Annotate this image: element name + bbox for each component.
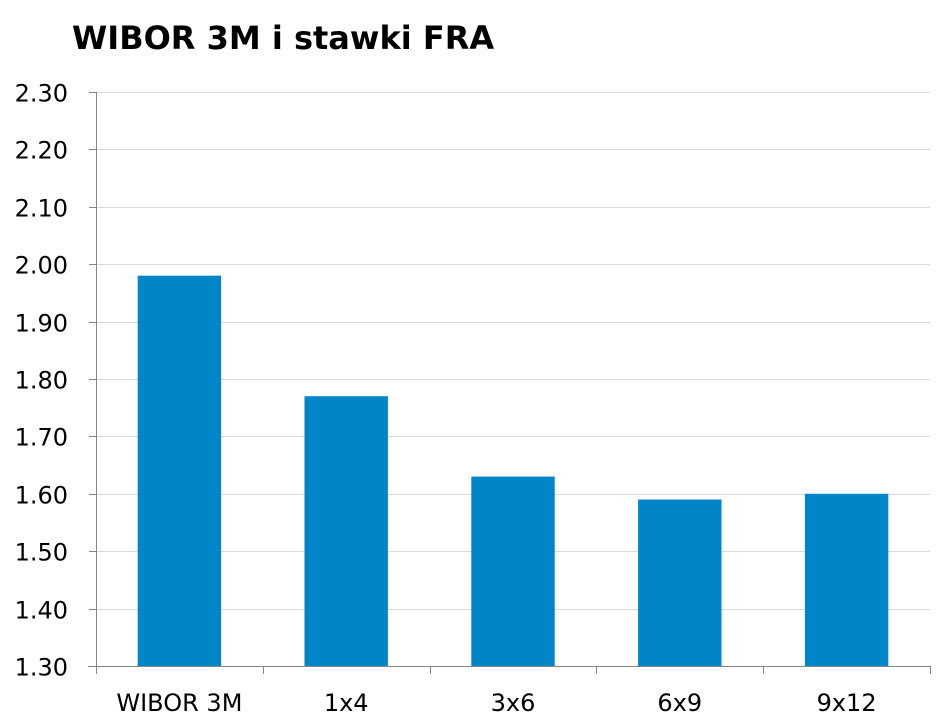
y-tick-label: 1.40	[15, 597, 68, 625]
bars	[137, 275, 889, 666]
x-tick-label: 6x9	[657, 689, 702, 717]
bar	[304, 396, 388, 666]
y-tick-label: 1.60	[15, 482, 68, 510]
y-tick-label: 2.00	[15, 252, 68, 280]
bar	[137, 275, 222, 666]
gridlines	[96, 92, 930, 610]
bar	[804, 493, 889, 666]
y-tick-label: 2.30	[15, 80, 68, 108]
y-tick-label: 1.80	[15, 367, 68, 395]
y-tick-labels: 1.30 1.40 1.50 1.60 1.70 1.80 1.90 2.00 2.10 2.20…	[15, 80, 68, 682]
y-tick-label: 2.20	[15, 137, 68, 165]
x-tick-label: 9x12	[817, 689, 877, 717]
bar	[471, 476, 555, 666]
y-tick-label: 1.70	[15, 424, 68, 452]
bar	[638, 499, 722, 666]
chart-title: WIBOR 3M i stawki FRA	[72, 19, 494, 57]
y-tick-label: 1.50	[15, 539, 68, 567]
x-tick-label: 3x6	[491, 689, 536, 717]
x-tick-label: WIBOR 3M	[116, 689, 242, 717]
x-tick-labels: WIBOR 3M 1x4 3x6 6x9 9x12	[116, 689, 876, 717]
x-tick-label: 1x4	[324, 689, 369, 717]
y-tick-label: 1.30	[15, 654, 68, 682]
axes	[88, 92, 931, 674]
y-tick-label: 1.90	[15, 310, 68, 338]
y-tick-label: 2.10	[15, 195, 68, 223]
